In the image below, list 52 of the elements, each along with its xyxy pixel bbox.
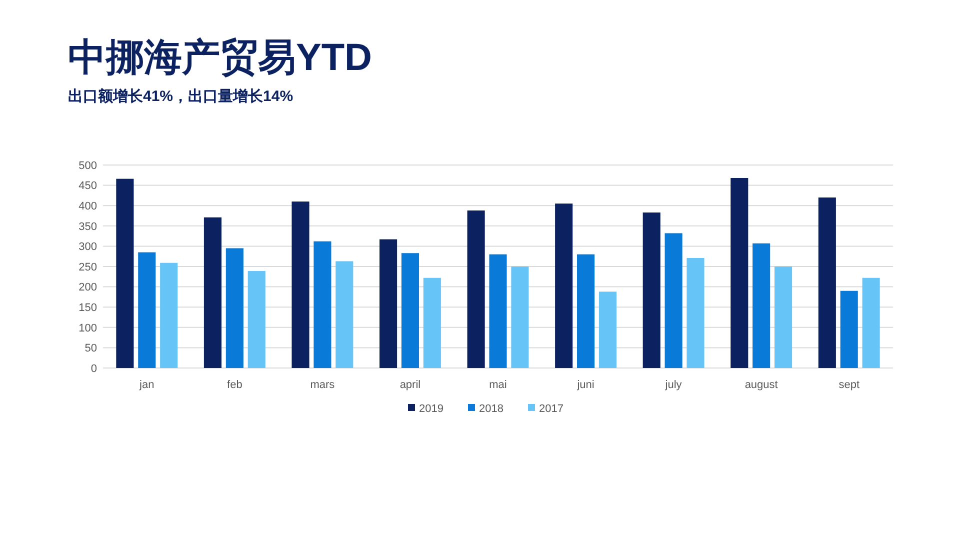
chart-subtitle: 出口额增长41%，出口量增长14% <box>68 87 294 105</box>
chart-title: 中挪海产贸易YTD <box>68 37 372 79</box>
bar <box>752 243 770 368</box>
x-tick-label: april <box>400 379 421 391</box>
y-tick-label: 150 <box>78 302 97 314</box>
y-tick-label: 350 <box>78 220 97 233</box>
y-tick-label: 400 <box>78 200 97 212</box>
bar <box>314 241 332 368</box>
legend-label: 2018 <box>479 402 504 415</box>
y-tick-label: 0 <box>90 362 97 375</box>
y-tick-label: 500 <box>78 160 97 172</box>
bar <box>577 254 595 368</box>
y-tick-label: 300 <box>78 241 97 254</box>
bar <box>511 266 529 368</box>
bar <box>664 233 682 368</box>
bar <box>336 261 354 368</box>
legend-label: 2019 <box>419 402 444 415</box>
bar <box>380 239 398 368</box>
y-tick-label: 450 <box>78 180 97 192</box>
legend-label: 2017 <box>539 402 564 415</box>
bar <box>160 262 178 368</box>
bar <box>774 266 792 368</box>
x-tick-label: feb <box>227 379 242 391</box>
bar <box>840 290 858 368</box>
bar <box>401 253 419 368</box>
bar <box>226 248 244 368</box>
y-tick-label: 50 <box>84 342 97 355</box>
x-tick-label: juni <box>576 379 594 391</box>
y-tick-label: 100 <box>78 322 97 334</box>
x-tick-label: sept <box>838 379 860 391</box>
y-tick-label: 200 <box>78 282 97 294</box>
x-tick-label: mai <box>489 379 507 391</box>
bar <box>642 212 660 368</box>
x-tick-label: august <box>744 379 778 391</box>
bar <box>423 278 441 368</box>
bar <box>138 252 156 368</box>
bar <box>555 204 573 368</box>
bar <box>818 197 836 368</box>
bar <box>467 210 485 368</box>
bar <box>598 292 616 368</box>
bar <box>730 178 748 368</box>
x-tick-label: mars <box>310 379 336 391</box>
bar <box>292 202 310 368</box>
bar <box>686 258 704 368</box>
bar <box>862 278 880 368</box>
bar <box>116 178 134 368</box>
y-tick-label: 250 <box>78 261 97 274</box>
bar <box>489 254 507 368</box>
bar <box>204 217 222 368</box>
bar <box>248 270 266 368</box>
x-tick-label: july <box>664 379 682 391</box>
x-tick-label: jan <box>138 379 154 391</box>
